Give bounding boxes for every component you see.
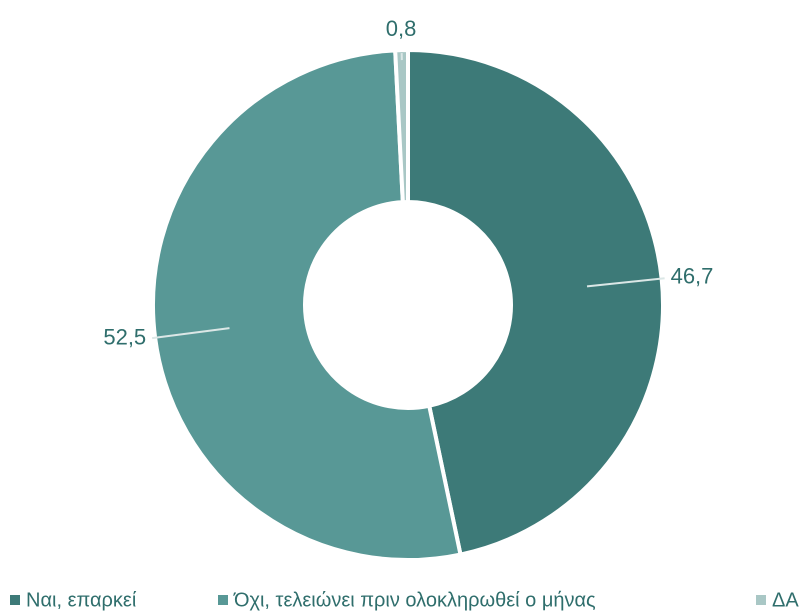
legend-swatch <box>10 595 20 605</box>
data-label: 52,5 <box>103 325 146 350</box>
leader-line <box>586 277 665 288</box>
legend-label: ΔΑ <box>772 589 799 611</box>
legend-swatch <box>218 595 228 605</box>
legend-swatch <box>756 595 766 605</box>
slice <box>393 47 410 205</box>
legend-label: Όχι, τελειώνει πριν ολοκληρωθεί ο μήνας <box>233 589 596 611</box>
slice <box>406 47 665 557</box>
slice <box>151 48 463 562</box>
leader-line <box>152 327 230 340</box>
legend-label: Ναι, επαρκεί <box>26 589 137 611</box>
data-label: 46,7 <box>671 263 714 288</box>
data-label: 0,8 <box>386 16 417 41</box>
